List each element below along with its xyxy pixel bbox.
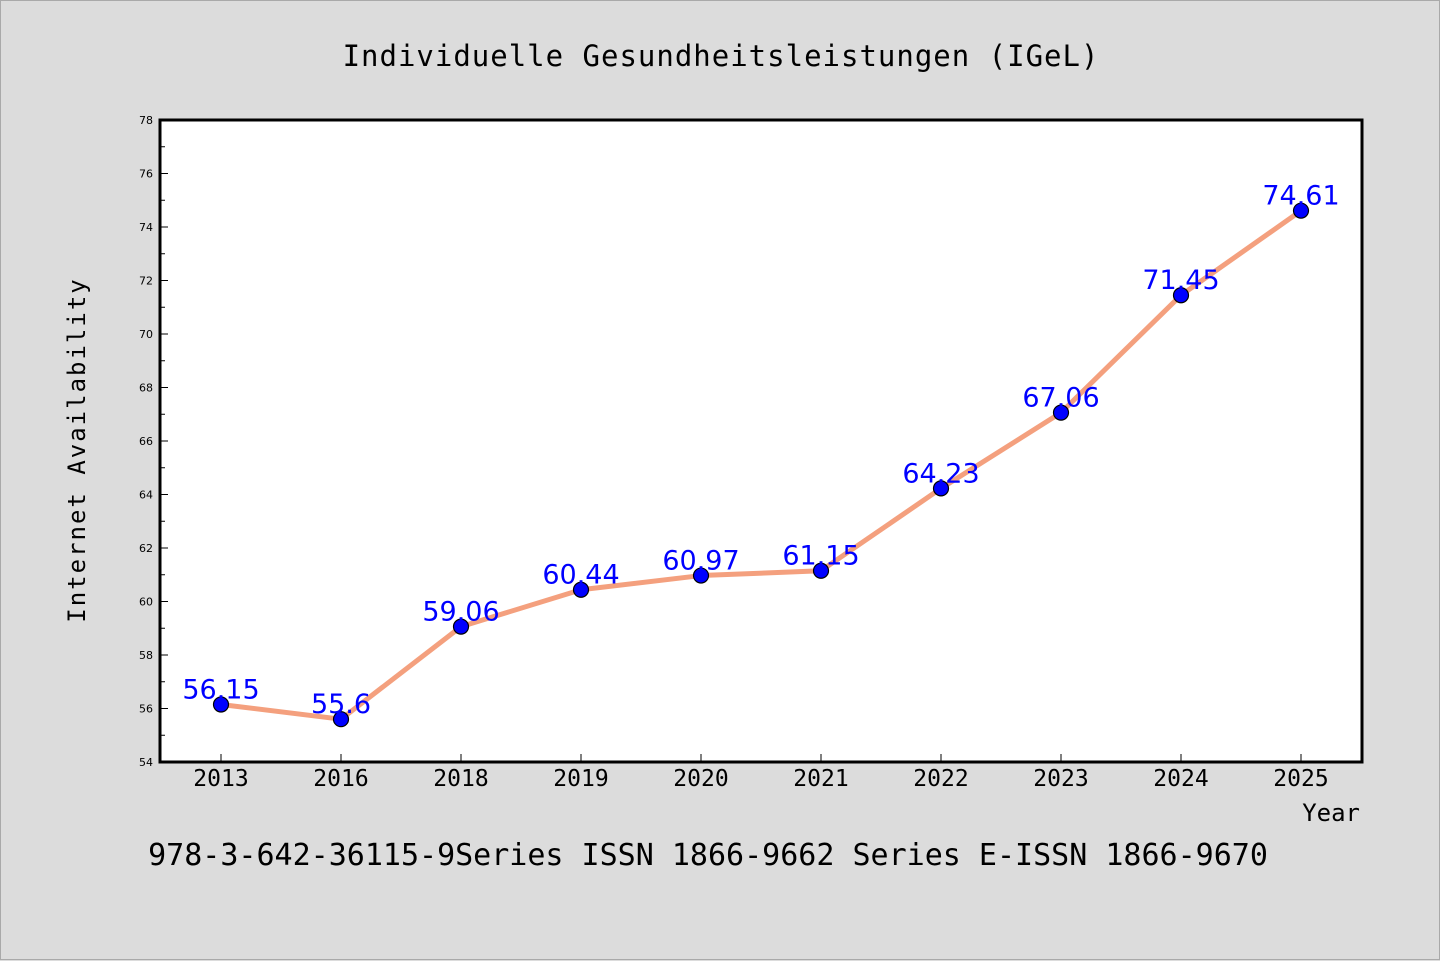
y-tick-label: 56 xyxy=(139,703,153,716)
data-label: 74.61 xyxy=(1262,181,1339,212)
data-point xyxy=(692,567,710,584)
x-tick-label: 2025 xyxy=(1273,766,1328,792)
x-axis: 2013 2016 2018 2019 2020 2021 2022 2023 2024 2025 xyxy=(193,754,1329,792)
y-tick-label: 54 xyxy=(139,756,153,769)
data-point xyxy=(212,696,230,713)
series-line xyxy=(218,208,1304,722)
x-tick-label: 2019 xyxy=(553,766,608,792)
data-point xyxy=(1172,287,1190,304)
data-point xyxy=(452,618,470,635)
data-point xyxy=(1292,202,1310,219)
y-tick-label: 60 xyxy=(139,596,153,609)
x-axis-label: Year xyxy=(1302,799,1360,827)
data-label: 61.15 xyxy=(782,541,859,572)
x-tick-label: 2013 xyxy=(193,766,248,792)
data-point xyxy=(812,562,830,579)
y-axis-label: Internet Availability xyxy=(63,277,91,622)
y-tick-label: 66 xyxy=(139,435,153,448)
data-points xyxy=(212,202,1310,728)
y-tick-label: 58 xyxy=(139,649,153,662)
data-point xyxy=(932,480,950,497)
data-point xyxy=(572,581,590,598)
plot-area xyxy=(160,120,1362,762)
y-tick-label: 68 xyxy=(139,382,153,395)
y-tick-label: 74 xyxy=(139,221,153,234)
plot-border xyxy=(158,118,1364,764)
x-tick-label: 2023 xyxy=(1033,766,1088,792)
y-tick-label: 72 xyxy=(139,275,153,288)
data-label: 59.06 xyxy=(422,597,499,628)
x-tick-label: 2020 xyxy=(673,766,728,792)
y-tick-label: 78 xyxy=(139,114,153,127)
x-tick-label: 2024 xyxy=(1153,766,1208,792)
data-point xyxy=(332,711,350,728)
data-point xyxy=(1052,404,1070,421)
y-tick-label: 76 xyxy=(139,168,153,181)
y-tick-label: 70 xyxy=(139,328,153,341)
data-label: 56.15 xyxy=(182,674,259,705)
y-tick-label: 62 xyxy=(139,542,153,555)
data-label: 60.44 xyxy=(542,560,619,591)
data-label: 64.23 xyxy=(902,458,979,489)
data-labels: 56.15 55.6 59.06 60.44 60.97 61.15 64.23 67.06 7… xyxy=(182,181,1339,721)
footer-text: 978-3-642-36115-9Series ISSN 1866-9662 S… xyxy=(148,838,1268,873)
y-axis: 54 56 58 60 62 64 66 68 70 72 74 76 78 xyxy=(139,114,168,769)
x-tick-label: 2018 xyxy=(433,766,488,792)
data-label: 55.6 xyxy=(311,689,371,720)
series-line-group xyxy=(218,208,1304,722)
x-tick-label: 2021 xyxy=(793,766,848,792)
y-tick-label: 64 xyxy=(139,489,153,502)
x-tick-label: 2022 xyxy=(913,766,968,792)
chart-title: Individuelle Gesundheitsleistungen (IGeL… xyxy=(343,39,1100,73)
x-tick-label: 2016 xyxy=(313,766,368,792)
data-label: 60.97 xyxy=(662,546,739,577)
data-label: 71.45 xyxy=(1142,265,1219,296)
data-label: 67.06 xyxy=(1022,383,1099,414)
